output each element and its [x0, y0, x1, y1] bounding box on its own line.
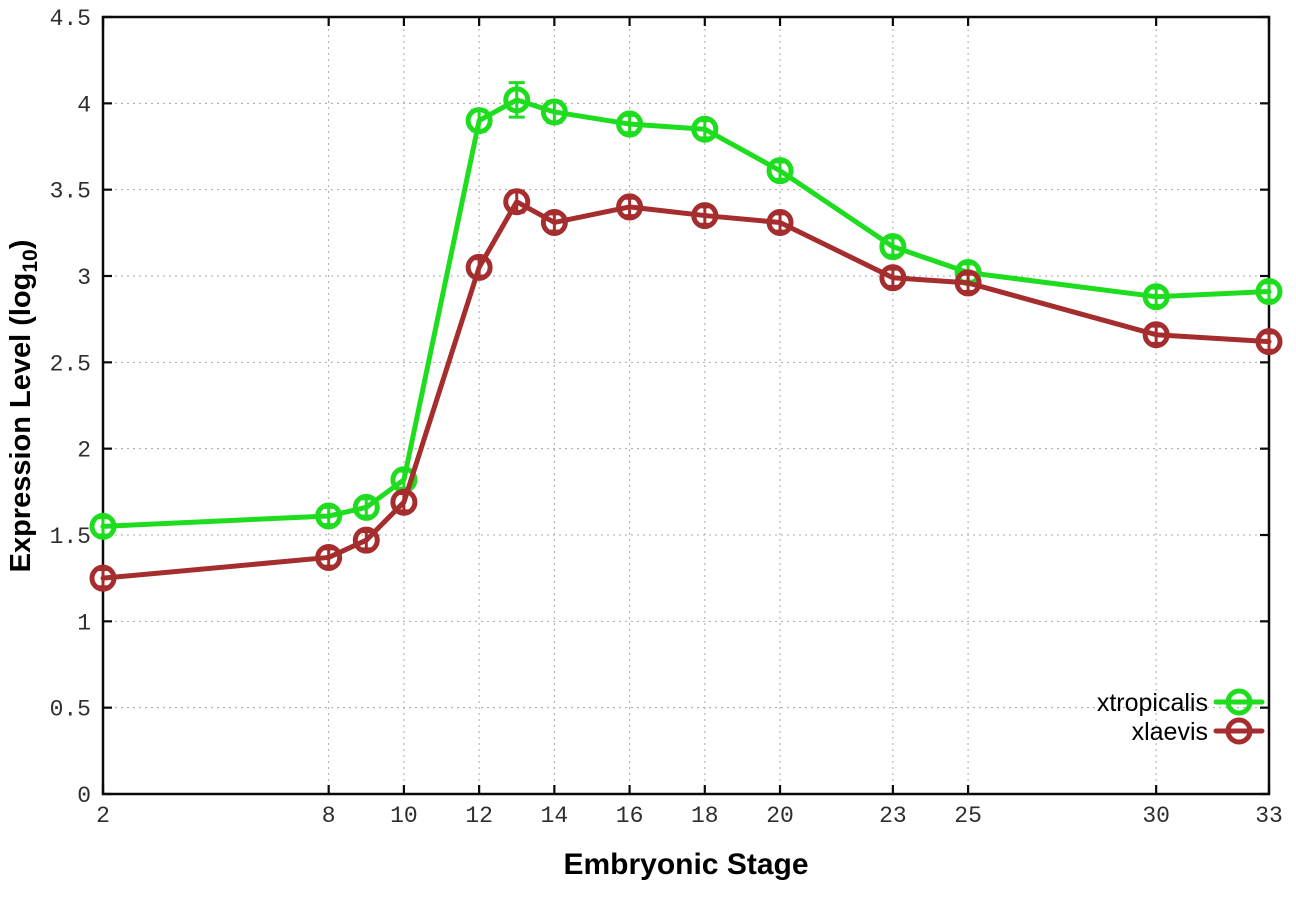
data-point-xlaevis [540, 208, 568, 236]
data-point-xlaevis [954, 269, 982, 297]
data-point-xlaevis [89, 564, 117, 592]
data-point-xtropicalis [352, 493, 380, 521]
x-tick-label: 30 [1142, 803, 1170, 829]
data-point-xlaevis [879, 264, 907, 292]
legend-entry-xtropicalis: xtropicalis [1097, 688, 1265, 717]
y-axis-title: Expression Level (log10) [5, 240, 42, 573]
x-tick-label: 8 [322, 803, 336, 829]
data-point-xtropicalis [1142, 283, 1170, 311]
y-tick-label: 0.5 [50, 697, 91, 723]
data-point-xtropicalis [879, 233, 907, 261]
data-point-xtropicalis [616, 110, 644, 138]
data-point-xlaevis [352, 526, 380, 554]
data-point-xlaevis [315, 543, 343, 571]
y-tick-label: 0 [77, 783, 91, 809]
series-line-xtropicalis [100, 97, 1272, 529]
legend: xtropicalis xlaevis [1097, 688, 1265, 746]
legend-label-xlaevis: xlaevis [1132, 718, 1208, 746]
x-tick-label: 25 [954, 803, 982, 829]
y-tick-label: 4 [77, 92, 91, 118]
data-point-xtropicalis [89, 512, 117, 540]
legend-label-xtropicalis: xtropicalis [1097, 689, 1208, 717]
x-tick-label: 33 [1255, 803, 1283, 829]
data-point-xtropicalis [691, 115, 719, 143]
data-point-xlaevis [691, 202, 719, 230]
data-point-xtropicalis [465, 107, 493, 135]
data-point-xlaevis [1142, 321, 1170, 349]
legend-marker-xlaevis [1225, 717, 1253, 745]
legend-entry-xlaevis: xlaevis [1132, 717, 1265, 746]
y-tick-label: 2.5 [50, 351, 91, 377]
data-point-xlaevis [503, 188, 531, 216]
y-axis-title-main: Expression Level (log [5, 273, 37, 573]
x-tick-label: 16 [616, 803, 644, 829]
data-point-xtropicalis [503, 86, 531, 114]
data-point-xlaevis [390, 488, 418, 516]
data-point-xtropicalis [540, 98, 568, 126]
series-xlaevis [89, 188, 1283, 592]
y-tick-label: 1.5 [50, 524, 91, 550]
y-tick-label: 4.5 [50, 6, 91, 32]
y-tick-label: 3 [77, 265, 91, 291]
x-axis-title: Embryonic Stage [563, 848, 808, 881]
series-xtropicalis [89, 81, 1283, 540]
data-point-xlaevis [465, 253, 493, 281]
plot-border [101, 15, 1271, 796]
x-tick-label: 12 [465, 803, 493, 829]
grid-layer [103, 17, 1269, 794]
y-tick-label: 2 [77, 438, 91, 464]
x-tick-label: 23 [879, 803, 907, 829]
y-axis-title-subscript: 10 [19, 249, 42, 272]
x-tick-label: 14 [541, 803, 569, 829]
tick-labels-layer: 2 8 10 12 14 16 18 20 23 25 30 33 0 0.5 1 1.5 2 2.5 3 3.5 4 4… [50, 6, 1283, 829]
y-tick-label: 3.5 [50, 179, 91, 205]
x-tick-label: 10 [390, 803, 418, 829]
x-tick-label: 18 [691, 803, 719, 829]
tick-marks-layer [101, 15, 1271, 796]
data-point-xtropicalis [315, 502, 343, 530]
data-point-xtropicalis [1255, 278, 1283, 306]
x-tick-label: 20 [766, 803, 794, 829]
series-line-xlaevis [100, 199, 1272, 581]
y-axis-title-suffix: ) [5, 240, 37, 250]
y-tick-label: 1 [77, 610, 91, 636]
data-point-xlaevis [766, 208, 794, 236]
series-layer [89, 81, 1283, 592]
data-point-xlaevis [1255, 328, 1283, 356]
data-point-xlaevis [616, 193, 644, 221]
x-tick-label: 2 [96, 803, 110, 829]
legend-marker-xtropicalis [1225, 688, 1253, 716]
data-point-xtropicalis [766, 157, 794, 185]
